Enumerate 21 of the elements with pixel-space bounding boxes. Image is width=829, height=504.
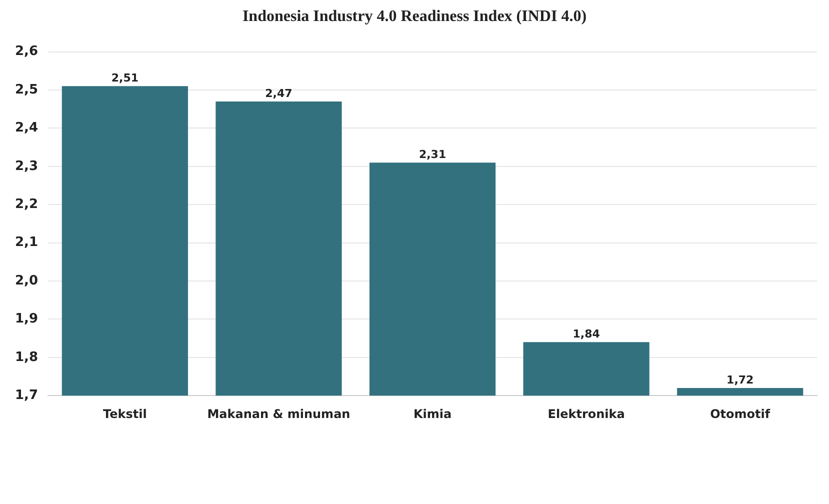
y-tick-label: 2,0 (15, 273, 38, 288)
y-tick-label: 1,7 (15, 388, 38, 403)
data-label: 1,84 (572, 327, 600, 340)
x-tick-label: Tekstil (103, 406, 147, 421)
y-tick-label: 2,6 (15, 44, 38, 60)
data-label: 2,51 (111, 72, 138, 85)
y-tick-label: 2,5 (15, 82, 38, 98)
y-tick-label: 2,4 (15, 120, 38, 136)
chart-title: Indonesia Industry 4.0 Readiness Index (INDI 4.0) (241, 7, 588, 27)
x-tick-label: Kimia (413, 406, 452, 421)
x-tick-label: Otomotif (710, 406, 771, 421)
y-tick-label: 2,2 (15, 196, 38, 212)
y-tick-label: 2,3 (15, 158, 38, 174)
data-label: 2,47 (265, 86, 292, 100)
data-label: 1,72 (726, 373, 754, 386)
x-tick-label: Makanan & minuman (207, 406, 350, 421)
y-tick-label: 1,9 (15, 312, 38, 327)
x-tick-label: Elektronika (548, 406, 625, 421)
y-tick-label: 1,8 (15, 350, 38, 365)
data-label: 2,31 (418, 148, 446, 161)
y-tick-label: 2,1 (15, 235, 38, 250)
